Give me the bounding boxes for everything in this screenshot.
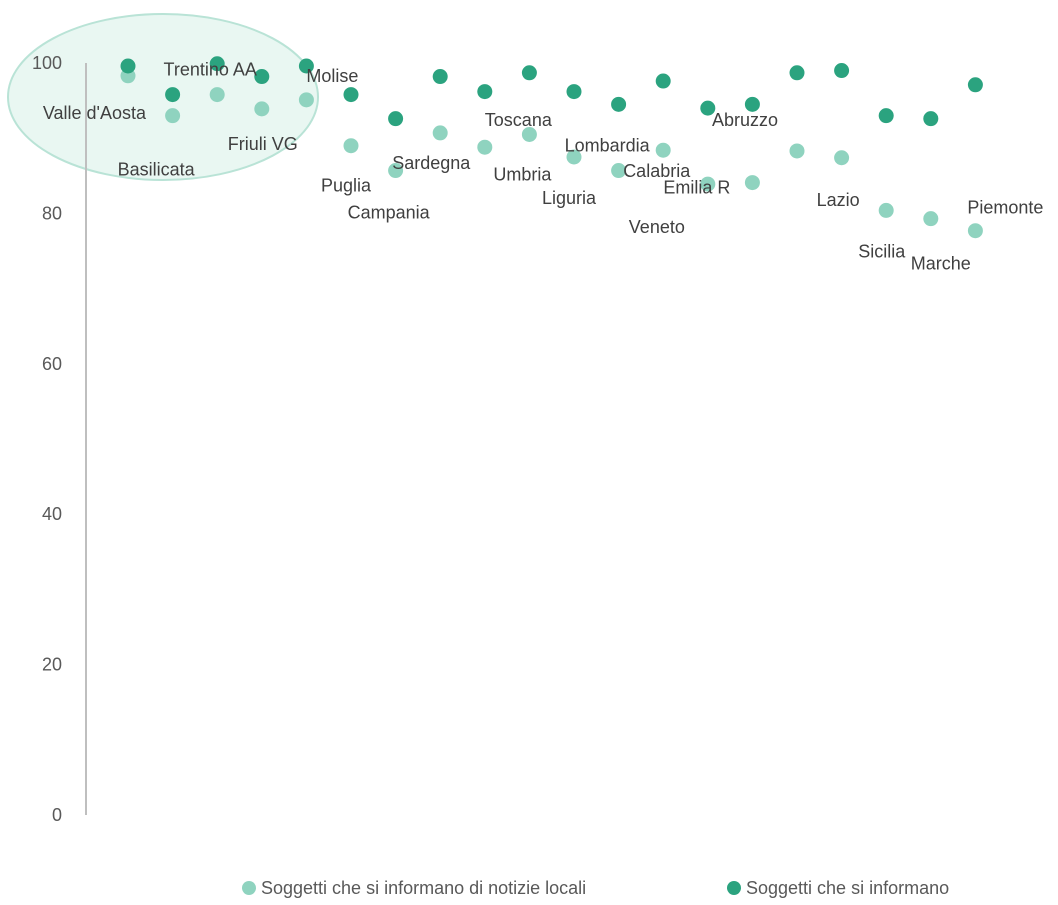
point-general-marche [923,111,938,126]
point-general-umbria [522,65,537,80]
y-tick-label: 40 [42,504,62,524]
point-general-campania [388,111,403,126]
point-local-piemonte [968,223,983,238]
point-local-sicilia [879,203,894,218]
point-local-molise [299,92,314,107]
legend-marker-local [242,881,256,895]
point-local-friuli-vg [254,101,269,116]
point-general-basilicata [165,87,180,102]
point-general-sicilia [879,108,894,123]
label-abruzzo: Abruzzo [712,110,778,130]
highlight-ellipse [8,14,318,180]
y-tick-label: 80 [42,203,62,223]
point-local-marche [923,211,938,226]
label-marche: Marche [911,254,971,274]
point-local-puglia [344,138,359,153]
point-local-basilicata [165,108,180,123]
legend-marker-general [727,881,741,895]
point-general-valle-d-aosta [121,59,136,74]
point-local-emilia-r [745,175,760,190]
point-general-lazio [834,63,849,78]
point-general-liguria [567,84,582,99]
label-friuli-vg: Friuli VG [228,134,298,154]
point-local-sardegna [433,125,448,140]
label-umbria: Umbria [493,164,552,184]
y-tick-label: 20 [42,655,62,675]
point-local-trentino-aa [210,87,225,102]
label-sicilia: Sicilia [858,241,906,261]
label-piemonte: Piemonte [967,198,1043,218]
label-trentino-aa: Trentino AA [164,60,257,80]
point-general-sardegna [433,69,448,84]
point-general-lombardia [611,97,626,112]
label-emilia-r: Emilia R [663,178,730,198]
label-sardegna: Sardegna [392,153,471,173]
point-local-lazio [834,150,849,165]
label-veneto: Veneto [629,217,685,237]
highlight-group-layer [8,14,318,180]
label-valle-d-aosta: Valle d'Aosta [43,103,147,123]
point-general-piemonte [968,77,983,92]
point-general-toscana [477,84,492,99]
point-general-puglia [344,87,359,102]
legend-label-local: Soggetti che si informano di notizie loc… [261,878,586,898]
legend-label-general: Soggetti che si informano [746,878,949,898]
point-local-abruzzo [790,143,805,158]
y-tick-label: 100 [32,53,62,73]
y-tick-label: 60 [42,354,62,374]
label-lombardia: Lombardia [565,136,651,156]
label-basilicata: Basilicata [118,160,196,180]
label-molise: Molise [306,66,358,86]
point-general-abruzzo [790,65,805,80]
label-campania: Campania [348,203,431,223]
point-local-calabria [656,143,671,158]
point-general-calabria [656,74,671,89]
label-toscana: Toscana [485,110,553,130]
legend: Soggetti che si informano di notizie loc… [242,878,949,898]
y-tick-label: 0 [52,805,62,825]
label-liguria: Liguria [542,188,597,208]
label-lazio: Lazio [817,190,860,210]
y-axis: 0 20 40 60 80 100 [32,53,86,825]
point-local-toscana [477,140,492,155]
label-puglia: Puglia [321,176,372,196]
